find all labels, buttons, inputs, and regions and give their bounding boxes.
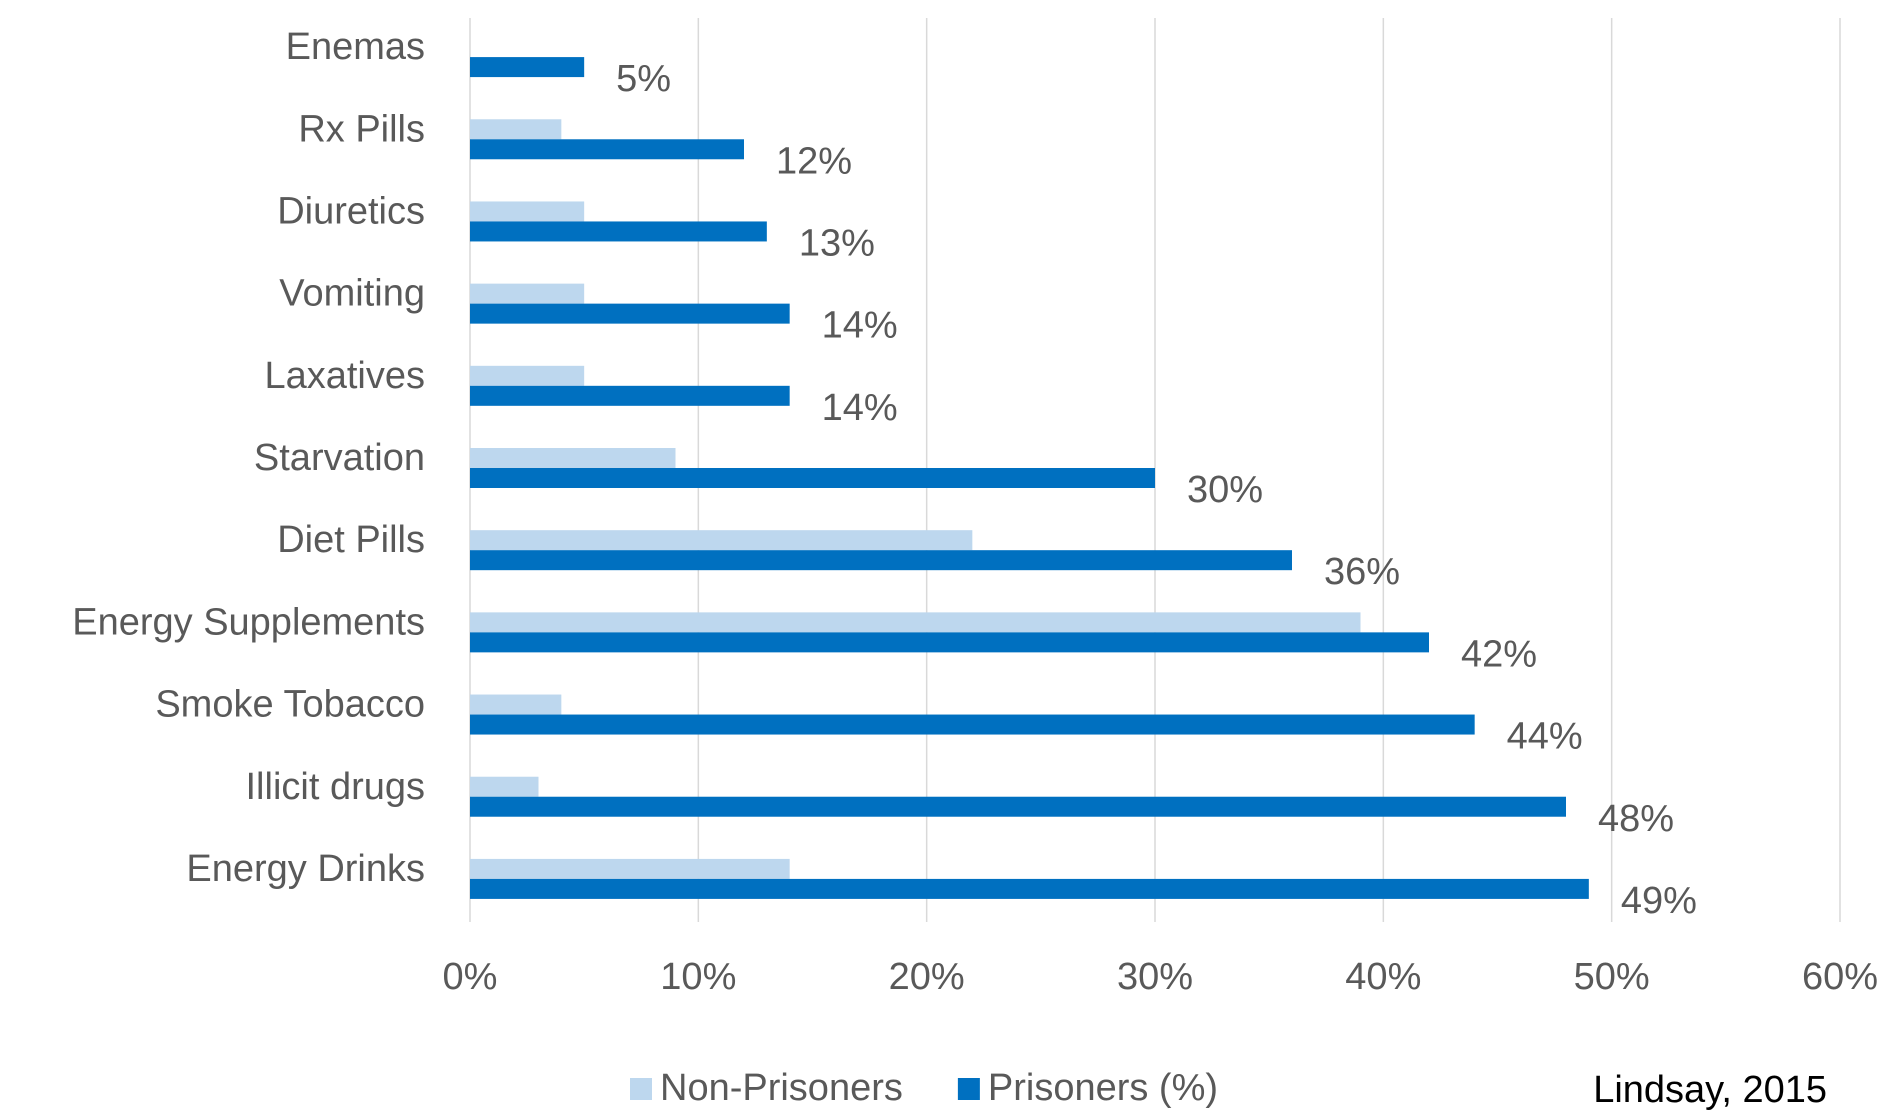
y-tick-label: Enemas <box>286 26 425 68</box>
legend-swatch <box>630 1078 652 1100</box>
bar <box>470 714 1475 735</box>
bar <box>470 139 744 160</box>
bar <box>470 448 676 468</box>
data-label: 42% <box>1461 633 1537 675</box>
y-tick-label: Smoke Tobacco <box>155 684 425 726</box>
data-label: 5% <box>616 58 671 100</box>
y-tick-label: Starvation <box>254 437 425 479</box>
bar <box>470 612 1361 633</box>
legend-label: Non-Prisoners <box>660 1067 903 1109</box>
bar <box>470 385 790 406</box>
bar <box>470 530 973 551</box>
bar <box>470 694 562 715</box>
data-label: 48% <box>1598 798 1674 840</box>
data-label: 44% <box>1507 716 1583 758</box>
x-tick-label: 20% <box>889 956 965 998</box>
y-tick-label: Diuretics <box>277 190 425 232</box>
bar <box>470 776 539 797</box>
bar <box>470 303 790 324</box>
y-tick-label: Vomiting <box>279 273 425 315</box>
y-tick-label: Energy Supplements <box>72 601 425 643</box>
data-label: 12% <box>776 140 852 182</box>
y-tick-label: Diet Pills <box>277 519 425 561</box>
x-tick-label: 10% <box>660 956 736 998</box>
bar <box>470 119 562 140</box>
y-tick-label: Laxatives <box>264 355 425 397</box>
legend-label: Prisoners (%) <box>988 1067 1218 1109</box>
bar <box>470 283 585 304</box>
y-tick-label: Illicit drugs <box>246 766 426 808</box>
bar <box>470 550 1292 571</box>
data-label: 30% <box>1187 469 1263 511</box>
data-label: 13% <box>799 222 875 264</box>
bar <box>470 468 1155 488</box>
bar <box>470 796 1566 817</box>
x-tick-label: 60% <box>1802 956 1878 998</box>
bar <box>470 57 585 78</box>
data-label: 49% <box>1621 880 1697 922</box>
y-tick-label: Energy Drinks <box>186 848 425 890</box>
x-tick-label: 50% <box>1574 956 1650 998</box>
source-note: Lindsay, 2015 <box>1593 1069 1827 1111</box>
x-tick-label: 40% <box>1345 956 1421 998</box>
bar <box>470 201 585 222</box>
legend-swatch <box>957 1078 980 1100</box>
bar <box>470 365 585 386</box>
bar <box>470 221 767 242</box>
x-tick-label: 0% <box>443 956 498 998</box>
bar <box>470 878 1589 899</box>
data-label: 36% <box>1324 551 1400 593</box>
bar <box>470 858 790 879</box>
y-tick-label: Rx Pills <box>298 108 425 150</box>
data-label: 14% <box>822 387 898 429</box>
x-tick-label: 30% <box>1117 956 1193 998</box>
data-label: 14% <box>822 305 898 347</box>
bar <box>470 632 1429 653</box>
